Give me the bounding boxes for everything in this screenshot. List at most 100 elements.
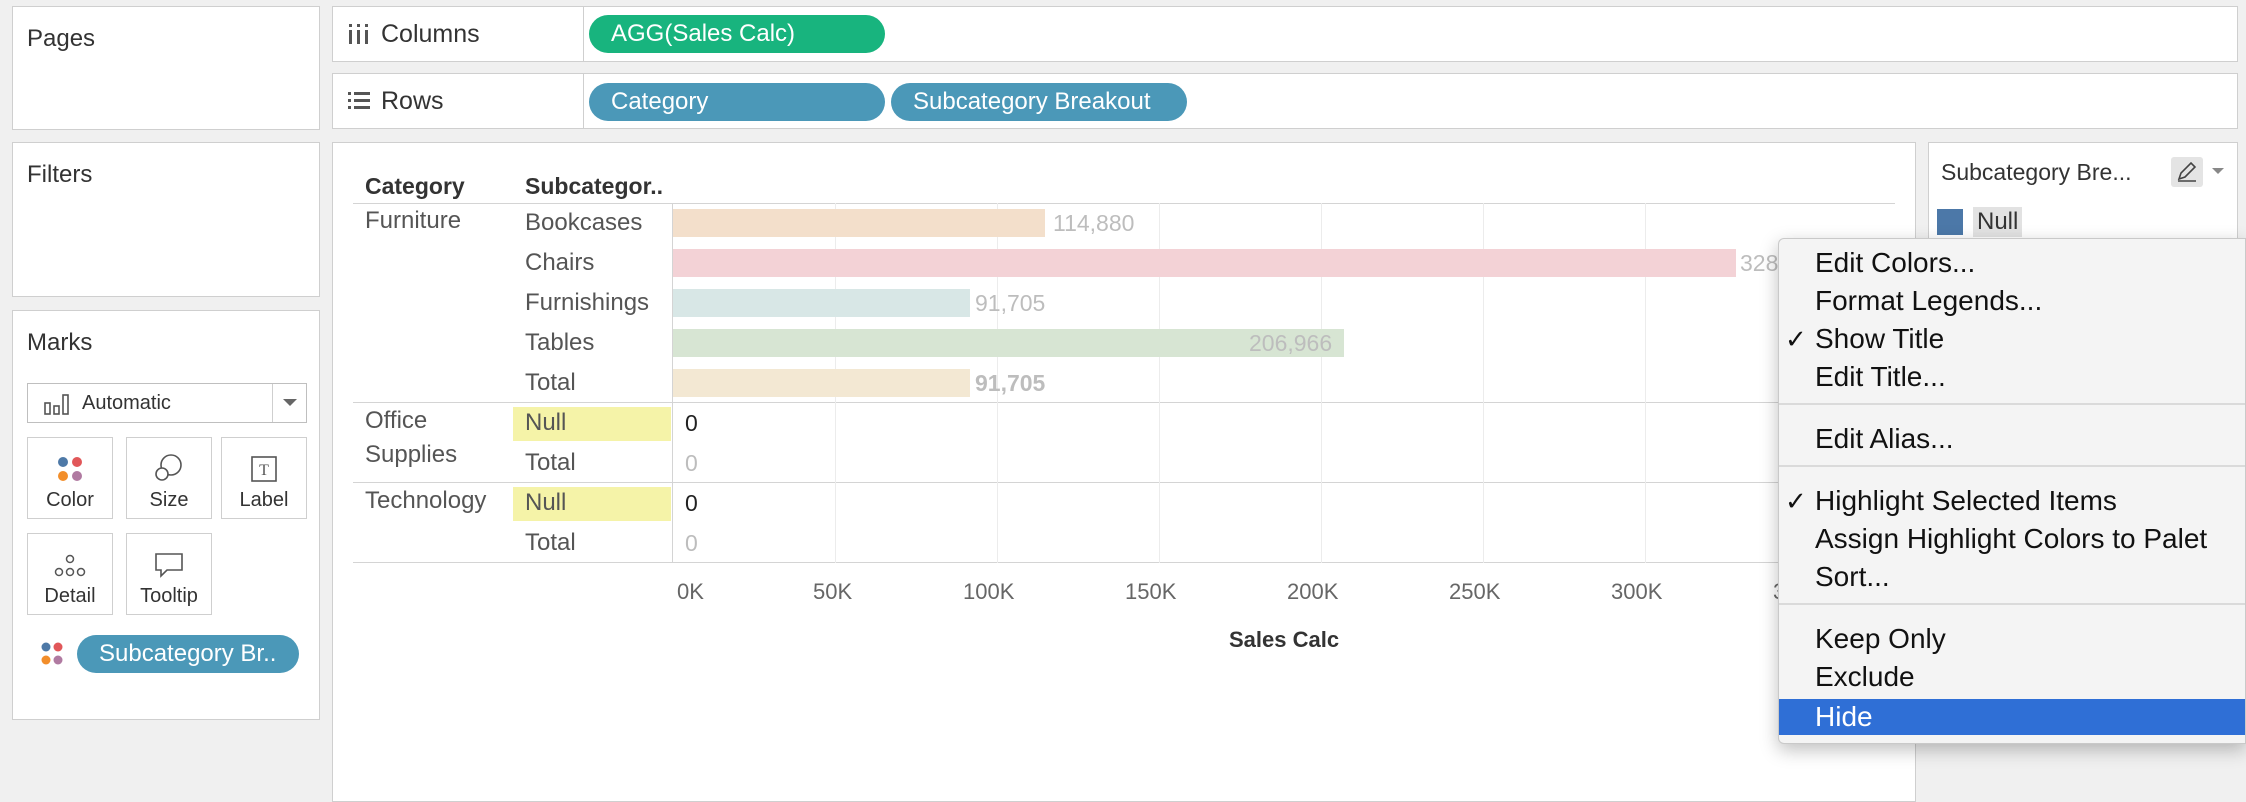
columns-icon: [349, 24, 368, 44]
subcategory-label[interactable]: Furnishings: [525, 289, 650, 316]
subcategory-label[interactable]: Null: [525, 409, 567, 436]
chevron-down-icon[interactable]: [282, 398, 298, 408]
bar-chart-icon: [44, 394, 69, 415]
category-label-office-supplies-line1[interactable]: Office: [365, 407, 428, 434]
detail-button[interactable]: Detail: [27, 533, 113, 615]
bar-mark[interactable]: [673, 329, 1344, 357]
category-label-office-supplies-line2[interactable]: Supplies: [365, 441, 458, 468]
columns-pill-sales-calc[interactable]: AGG(Sales Calc): [589, 15, 885, 53]
checkmark-icon: ✓: [1785, 485, 1807, 516]
axis-tick-label: 300K: [1611, 579, 1663, 604]
menu-item-assign-highlight-colors[interactable]: Assign Highlight Colors to Palet: [1779, 521, 2245, 557]
subcategory-label[interactable]: Tables: [525, 329, 595, 356]
rows-pill-subcategory-label: Subcategory Breakout: [913, 88, 1151, 115]
legend-item-null[interactable]: Null: [1973, 207, 2023, 237]
legend-swatch-null[interactable]: [1937, 209, 1963, 235]
detail-button-label: Detail: [44, 585, 96, 607]
menu-item-keep-only[interactable]: Keep Only: [1779, 621, 2245, 657]
tooltip-button[interactable]: Tooltip: [126, 533, 212, 615]
pages-card[interactable]: Pages: [12, 6, 320, 130]
axis-tick-label: 50K: [813, 579, 853, 604]
menu-separator: [1779, 603, 2245, 605]
menu-item-label: Highlight Selected Items: [1815, 485, 2117, 516]
menu-separator: [1779, 403, 2245, 405]
rows-label: Rows: [381, 86, 444, 115]
bar-mark[interactable]: [673, 209, 1045, 237]
menu-item-label: Edit Alias...: [1815, 423, 1954, 454]
menu-item-format-legends[interactable]: Format Legends...: [1779, 283, 2245, 319]
menu-item-highlight-selected[interactable]: ✓ Highlight Selected Items: [1779, 483, 2245, 519]
menu-item-label: Format Legends...: [1815, 285, 2043, 316]
detail-dots-icon: [54, 554, 86, 577]
svg-text:T: T: [259, 462, 269, 479]
subcategory-label[interactable]: Null: [525, 489, 567, 516]
columns-shelf-label: Columns: [333, 7, 584, 61]
label-button-label: Label: [239, 489, 289, 511]
axis-tick-label: 250K: [1449, 579, 1501, 604]
menu-item-edit-alias[interactable]: Edit Alias...: [1779, 421, 2245, 457]
legend-title[interactable]: Subcategory Bre...: [1941, 159, 2132, 185]
menu-item-show-title[interactable]: ✓ Show Title: [1779, 321, 2245, 357]
rows-shelf-label: Rows: [333, 74, 584, 128]
filters-card[interactable]: Filters: [12, 142, 320, 297]
bar-mark[interactable]: [673, 289, 970, 317]
menu-separator: [1779, 465, 2245, 467]
category-label-furniture[interactable]: Furniture: [365, 207, 462, 234]
color-button[interactable]: Color: [27, 437, 113, 519]
subcategory-header[interactable]: Subcategor..: [525, 173, 664, 199]
color-legend: Subcategory Bre... Null: [1928, 142, 2238, 246]
subcategory-label[interactable]: Total: [525, 369, 576, 396]
pane-axis-line: [672, 203, 673, 563]
menu-item-label: Sort...: [1815, 561, 1890, 592]
rows-pill-category[interactable]: Category: [589, 83, 885, 121]
marks-title: Marks: [27, 329, 93, 356]
legend-context-menu: Edit Colors... Format Legends... ✓ Show …: [1778, 238, 2246, 744]
bar-value-label: 0: [685, 450, 698, 476]
columns-label: Columns: [381, 19, 480, 48]
axis-title[interactable]: Sales Calc: [1229, 627, 1340, 652]
bar-mark[interactable]: [673, 369, 970, 397]
subcategory-label[interactable]: Total: [525, 449, 576, 476]
null-cell-highlight: [513, 487, 671, 521]
chevron-down-icon[interactable]: [2211, 167, 2225, 175]
checkmark-icon: ✓: [1785, 323, 1807, 354]
size-button[interactable]: Size: [126, 437, 212, 519]
rows-shelf[interactable]: Rows Category Subcategory Breakout: [332, 73, 2238, 129]
label-button[interactable]: T Label: [221, 437, 307, 519]
menu-item-label: Keep Only: [1815, 623, 1946, 654]
marks-card: Marks Automatic Color Size T Label: [12, 310, 320, 720]
header-divider: [353, 203, 1895, 204]
menu-item-label: Show Title: [1815, 323, 1945, 354]
bar-value-label: 0: [685, 490, 698, 516]
columns-shelf[interactable]: Columns AGG(Sales Calc): [332, 6, 2238, 62]
view-area: Category Subcategor.. Furniture Office S…: [332, 142, 1916, 802]
bar-value-label: 0: [685, 530, 698, 556]
category-label-technology[interactable]: Technology: [365, 487, 487, 514]
menu-item-edit-colors[interactable]: Edit Colors...: [1779, 245, 2245, 281]
bar-mark[interactable]: [673, 249, 1736, 277]
menu-item-hide[interactable]: Hide: [1779, 699, 2245, 735]
rows-pill-subcategory-breakout[interactable]: Subcategory Breakout: [891, 83, 1187, 121]
group-divider: [353, 402, 1895, 403]
gridline: [1321, 203, 1322, 563]
axis-tick-label: 100K: [963, 579, 1015, 604]
color-field-pill[interactable]: Subcategory Br..: [77, 635, 299, 673]
mark-type-dropdown[interactable]: Automatic: [27, 383, 307, 423]
axis-tick-label: 0K: [677, 579, 704, 604]
menu-item-sort[interactable]: Sort...: [1779, 559, 2245, 595]
subcategory-label[interactable]: Bookcases: [525, 209, 643, 236]
pages-title: Pages: [27, 25, 96, 52]
color-dots-icon: [58, 457, 82, 481]
size-circles-icon: [155, 454, 182, 481]
menu-item-label: Hide: [1815, 701, 1873, 732]
size-button-label: Size: [149, 489, 189, 511]
bar-value-label: 0: [685, 410, 698, 436]
menu-item-edit-title[interactable]: Edit Title...: [1779, 359, 2245, 395]
subcategory-label[interactable]: Chairs: [525, 249, 595, 276]
table-bottom-border: [353, 562, 1895, 563]
menu-item-exclude[interactable]: Exclude: [1779, 659, 2245, 695]
category-header[interactable]: Category: [365, 173, 465, 199]
subcategory-label[interactable]: Total: [525, 529, 576, 556]
gridline: [1159, 203, 1160, 563]
legend-edit-button[interactable]: [2171, 157, 2203, 187]
